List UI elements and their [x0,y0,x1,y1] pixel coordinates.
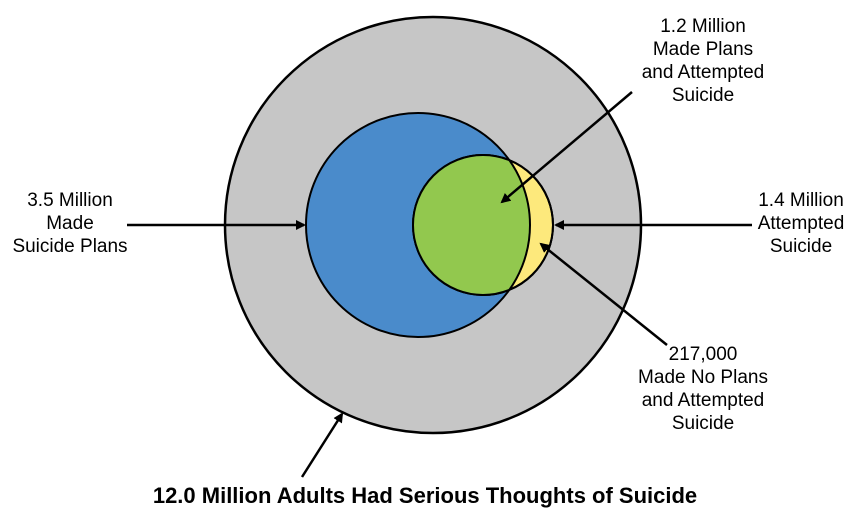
label-line: Made No Plans [638,367,768,388]
label-line: 1.4 Million [758,190,844,211]
intersection-plans-and-attempted [413,155,530,295]
label-line: 3.5 Million [27,190,113,211]
label-line: Made Plans [653,39,753,60]
label-no-plans-attempted: 217,000 Made No Plans and Attempted Suic… [638,344,768,434]
label-line: Suicide [672,413,734,434]
label-line: Suicide [672,85,734,106]
label-made-plans: 3.5 Million Made Suicide Plans [12,190,127,257]
label-attempted: 1.4 Million Attempted Suicide [758,190,845,257]
circle-attempted-outline [412,154,554,296]
label-line: Suicide [770,236,832,257]
label-line: Made [46,213,94,234]
arrow-plans-and-attempted [500,91,633,204]
label-line: and Attempted [642,390,765,411]
arrow-no-plans-attempted [539,242,668,346]
label-line: and Attempted [642,62,765,83]
circle-made-plans-outline [413,155,531,295]
label-plans-and-attempted: 1.2 Million Made Plans and Attempted Sui… [642,16,765,106]
label-line: 1.2 Million [660,16,746,37]
label-line: 217,000 [669,344,738,365]
label-line: Suicide Plans [12,236,127,257]
diagram-title: 12.0 Million Adults Had Serious Thoughts… [153,483,697,508]
arrow-outer-circle [300,412,344,478]
label-line: Attempted [758,213,845,234]
